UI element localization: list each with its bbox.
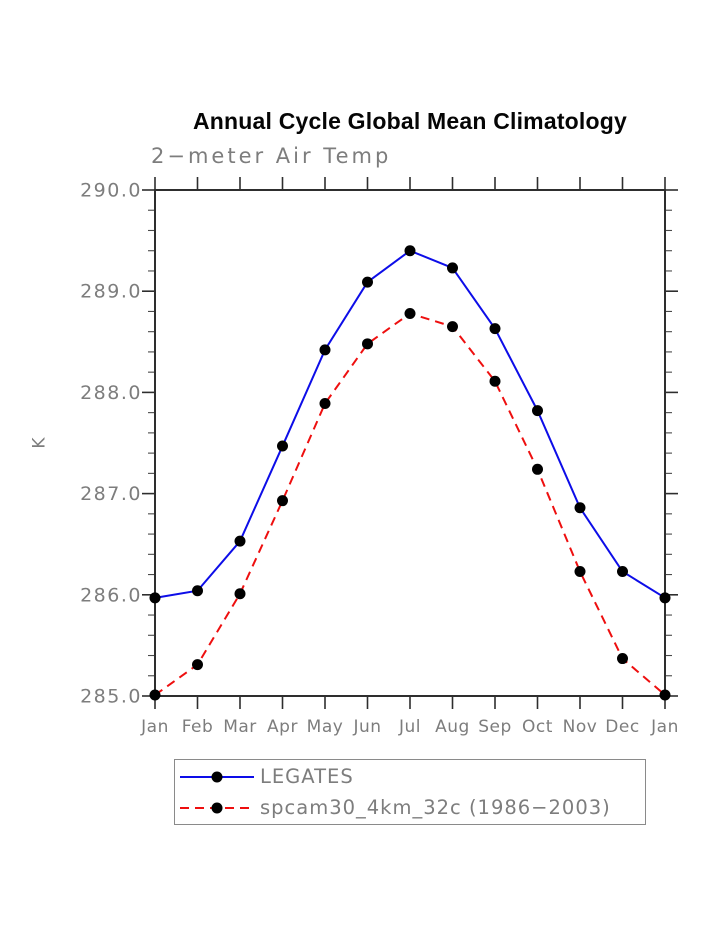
data-point-marker — [659, 592, 671, 604]
series-line — [154, 249, 666, 599]
legates-sample-marker — [211, 771, 223, 782]
data-point-marker — [404, 307, 416, 319]
data-point-marker — [489, 323, 501, 335]
data-point-marker — [574, 502, 586, 514]
x-tick-label: Aug — [435, 717, 470, 737]
data-point-marker — [149, 689, 161, 701]
chart-title: Annual Cycle Global Mean Climatology — [192, 108, 628, 134]
series-line — [154, 312, 666, 696]
data-point-marker — [447, 321, 458, 333]
x-tick-label: Feb — [182, 717, 214, 737]
y-axis-labels: 285.0 286.0 287.0 288.0 289.0 290.0 — [80, 180, 142, 708]
x-tick-label: Jan — [140, 717, 169, 737]
y-tick-label: 288.0 — [80, 382, 142, 404]
y-tick-label: 285.0 — [80, 686, 142, 708]
chart-subtitle: 2−meter Air Temp — [151, 144, 392, 168]
data-point-marker — [447, 262, 458, 274]
legend-label-legates: LEGATES — [260, 765, 354, 788]
x-axis-ticks — [154, 177, 666, 709]
series-spcam30_4km_32c — [149, 307, 671, 701]
data-point-marker — [532, 463, 543, 475]
y-tick-label: 289.0 — [80, 281, 142, 303]
x-tick-label: Jun — [352, 717, 381, 737]
x-tick-label: Jan — [650, 717, 679, 737]
y-tick-label: 286.0 — [80, 584, 142, 606]
data-point-marker — [234, 535, 246, 547]
data-point-marker — [277, 440, 288, 452]
data-point-marker — [149, 592, 161, 604]
data-point-marker — [532, 405, 543, 417]
y-tick-label: 287.0 — [80, 483, 142, 505]
spcam-sample-marker — [211, 802, 223, 813]
y-tick-label: 290.0 — [80, 180, 142, 202]
x-tick-label: Nov — [563, 717, 598, 737]
legates-line-sample — [180, 771, 254, 782]
data-point-marker — [659, 689, 671, 701]
data-point-marker — [617, 566, 628, 578]
data-point-marker — [192, 585, 203, 597]
legend-item-legates: LEGATES — [179, 761, 645, 792]
x-tick-label: Sep — [478, 717, 512, 737]
series-legates — [149, 245, 671, 604]
data-point-marker — [617, 653, 628, 665]
x-tick-label: Apr — [267, 717, 298, 737]
plot-frame — [154, 189, 666, 697]
x-tick-label: Jul — [398, 717, 421, 737]
x-tick-label: Dec — [605, 717, 639, 737]
data-point-marker — [362, 276, 373, 288]
data-point-marker — [489, 375, 501, 387]
data-point-marker — [319, 344, 331, 356]
data-point-marker — [234, 588, 246, 600]
y-axis-ticks — [142, 189, 678, 697]
spcam-line-sample — [180, 802, 254, 813]
data-point-marker — [319, 398, 331, 410]
legend: LEGATES spcam30_4km_32c (1986−2003) — [174, 759, 646, 825]
data-point-marker — [362, 338, 373, 350]
x-tick-label: Oct — [522, 717, 553, 737]
x-axis-labels: Jan Feb Mar Apr May Jun Jul Aug Sep Oct Nov Dec Jan — [140, 717, 679, 737]
data-point-marker — [192, 659, 203, 671]
x-tick-label: Mar — [223, 717, 257, 737]
data-point-marker — [404, 245, 416, 257]
legend-label-spcam: spcam30_4km_32c (1986−2003) — [260, 796, 611, 819]
legend-item-spcam: spcam30_4km_32c (1986−2003) — [179, 792, 645, 823]
data-point-marker — [277, 495, 288, 507]
x-tick-label: May — [307, 717, 344, 737]
data-point-marker — [574, 566, 586, 578]
